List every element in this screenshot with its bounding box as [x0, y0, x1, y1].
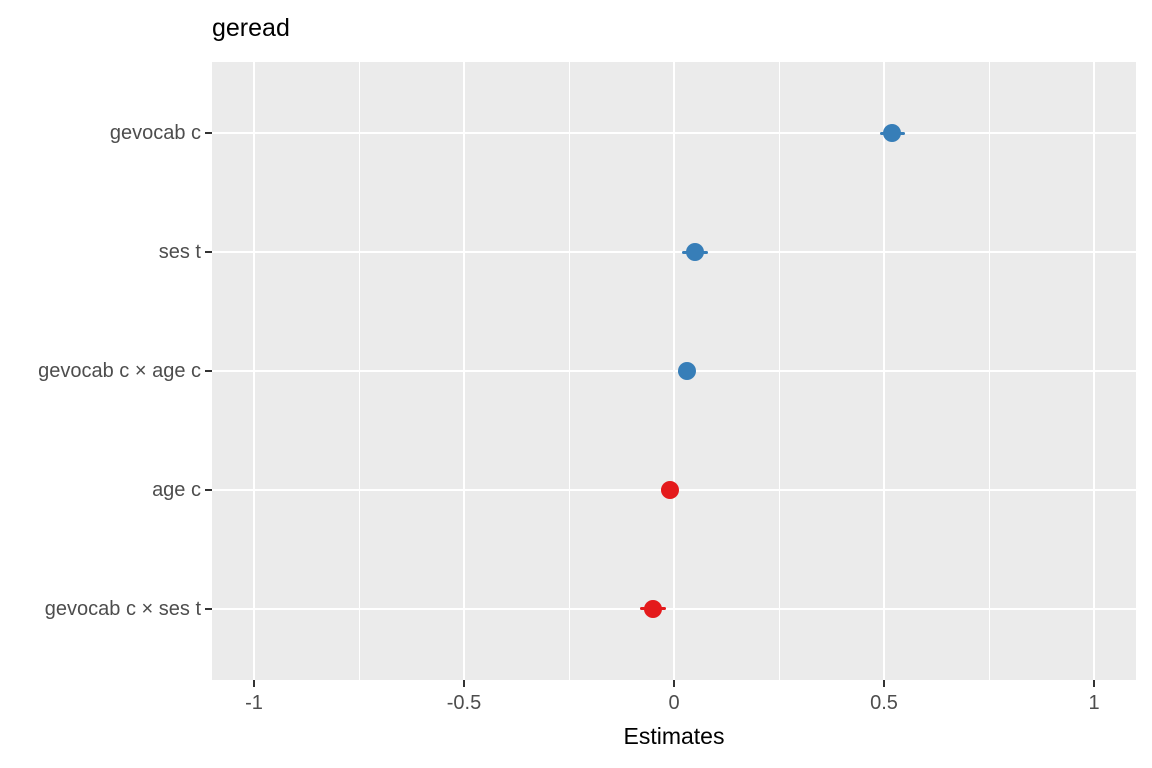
y-tick-label: ses t — [158, 241, 201, 264]
gridline-horizontal — [212, 132, 1136, 135]
estimate-point — [883, 124, 902, 143]
x-tick-mark — [673, 680, 675, 687]
gridline-horizontal — [212, 607, 1136, 610]
y-tick-mark — [205, 488, 212, 491]
x-tick-label: -0.5 — [446, 692, 482, 714]
x-tick-label: 1 — [1088, 692, 1100, 714]
x-tick-label: 0.5 — [870, 692, 898, 714]
x-tick-mark — [463, 680, 465, 687]
y-tick-mark — [205, 370, 212, 372]
estimate-point — [677, 362, 696, 380]
x-axis-title: Estimates — [623, 723, 725, 749]
y-tick-label: age c — [152, 478, 201, 501]
gridline-horizontal — [212, 370, 1136, 372]
estimate-point — [686, 243, 704, 262]
y-tick-mark — [205, 132, 212, 135]
plot-title: geread — [212, 14, 290, 42]
x-tick-mark — [1093, 680, 1095, 687]
x-tick-label: -1 — [245, 692, 263, 714]
y-tick-label: gevocab c — [109, 122, 201, 145]
x-tick-label: 0 — [668, 692, 680, 714]
x-tick-mark — [883, 680, 885, 687]
gridline-horizontal — [212, 251, 1136, 254]
x-tick-mark — [253, 680, 255, 687]
estimate-point — [644, 599, 662, 618]
y-tick-mark — [205, 251, 212, 254]
y-tick-label: gevocab c × age c — [38, 360, 201, 382]
estimate-point — [660, 480, 679, 499]
y-tick-label: gevocab c × ses t — [44, 597, 201, 620]
y-tick-mark — [205, 607, 212, 610]
